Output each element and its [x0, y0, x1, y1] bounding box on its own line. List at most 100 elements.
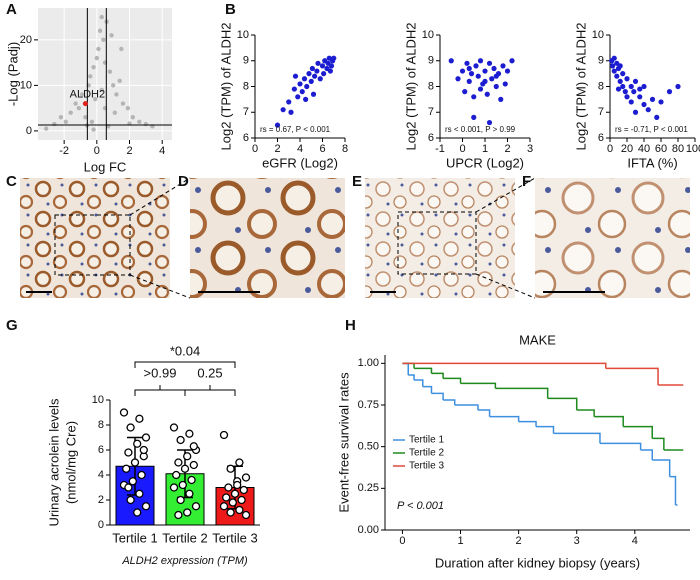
gene-point — [83, 115, 88, 120]
panel-label: A — [6, 1, 17, 18]
data-point — [174, 510, 183, 520]
point — [477, 58, 484, 64]
survival-step — [652, 437, 665, 450]
gene-point — [43, 126, 49, 131]
gene-point — [63, 119, 68, 124]
significance-bracket — [134, 385, 186, 396]
point — [624, 76, 630, 82]
y-tick-label: 7 — [428, 106, 434, 118]
gene-point — [114, 92, 119, 97]
data-point — [241, 510, 251, 520]
gene-point — [110, 83, 116, 88]
x-tick-label: Tertile 2 — [162, 530, 208, 545]
point — [462, 89, 468, 95]
point — [317, 76, 323, 82]
y-tick-label: 10 — [92, 394, 104, 406]
y-tick-label: 10 — [422, 29, 434, 41]
annotation: rs < 0.001, P > 0.99 — [445, 125, 516, 134]
point — [632, 78, 639, 84]
point — [304, 83, 310, 90]
y-tick-label: 6 — [243, 132, 249, 144]
gene-point — [68, 110, 73, 115]
panel-label: C — [6, 173, 17, 190]
data-point — [233, 480, 242, 490]
data-point — [172, 470, 181, 480]
data-point — [235, 458, 244, 467]
point — [615, 86, 622, 92]
point — [482, 68, 488, 74]
survival-step — [599, 442, 642, 450]
y-tick-label: 1.00 — [358, 357, 379, 369]
x-tick-label: 100 — [686, 143, 700, 155]
data-point — [185, 489, 194, 498]
point — [611, 55, 617, 61]
y-tick-label: 20 — [20, 34, 32, 46]
annotation: rs = 0.67, P < 0.001 — [260, 125, 331, 134]
data-point — [135, 414, 144, 423]
point — [645, 107, 651, 113]
point — [471, 94, 477, 100]
survival-step — [408, 374, 415, 380]
y-tick-label: 7 — [598, 106, 604, 118]
panel-label: E — [352, 173, 362, 190]
point — [628, 99, 634, 105]
point — [493, 83, 499, 90]
y-tick-label: 6 — [598, 132, 604, 144]
point — [666, 89, 673, 95]
point — [466, 78, 472, 84]
x-tick-label: 0 — [399, 535, 405, 547]
y-tick-label: 10 — [592, 29, 604, 41]
gene-point — [119, 46, 124, 52]
y-tick-label: 0.50 — [358, 441, 379, 453]
data-point — [226, 464, 235, 473]
point — [502, 81, 508, 87]
point — [471, 114, 477, 120]
annotation: P < 0.001 — [397, 500, 444, 512]
survival-step — [477, 409, 491, 417]
survival-step — [669, 475, 677, 505]
data-point — [141, 433, 151, 442]
survival-step — [553, 432, 601, 444]
x-axis-label: eGFR (Log2) — [262, 155, 338, 170]
survival-step — [454, 404, 479, 410]
point — [312, 73, 318, 79]
data-point — [219, 430, 229, 440]
gene-point — [99, 14, 104, 20]
point — [498, 96, 504, 102]
p-value: 0.25 — [197, 365, 222, 380]
data-point — [226, 508, 235, 517]
point — [309, 65, 315, 72]
annotation: rs = -0.71, P < 0.001 — [615, 125, 688, 134]
x-tick-label: 2 — [504, 143, 510, 155]
data-point — [176, 495, 185, 505]
chart-title: MAKE — [519, 332, 556, 347]
data-point — [122, 464, 131, 473]
data-point — [130, 458, 140, 467]
point — [641, 83, 647, 90]
data-point — [191, 502, 201, 511]
data-point — [237, 495, 246, 505]
x-tick-label: Tertile 1 — [112, 530, 158, 545]
gene-point — [130, 115, 135, 120]
y-axis-label: Event-free survival rates — [336, 372, 351, 513]
x-tick-label: 3 — [527, 143, 533, 155]
gene-point — [109, 33, 114, 38]
y-axis-label: -Log (Padj) — [5, 42, 20, 106]
survival-step — [652, 459, 671, 477]
data-point — [128, 477, 137, 486]
gene-point — [73, 101, 78, 106]
data-point — [176, 435, 185, 445]
zoom-box — [54, 214, 131, 276]
gene-point — [137, 119, 142, 124]
data-point — [169, 423, 179, 432]
y-tick-label: 8 — [598, 80, 604, 92]
survival-step — [431, 392, 444, 400]
point — [493, 73, 499, 79]
data-point — [126, 423, 135, 432]
y-tick-label: 6 — [428, 132, 434, 144]
point — [314, 68, 320, 74]
zoom-box — [397, 211, 477, 275]
point — [477, 86, 484, 92]
data-point — [228, 498, 237, 507]
panel-label: B — [225, 1, 236, 18]
